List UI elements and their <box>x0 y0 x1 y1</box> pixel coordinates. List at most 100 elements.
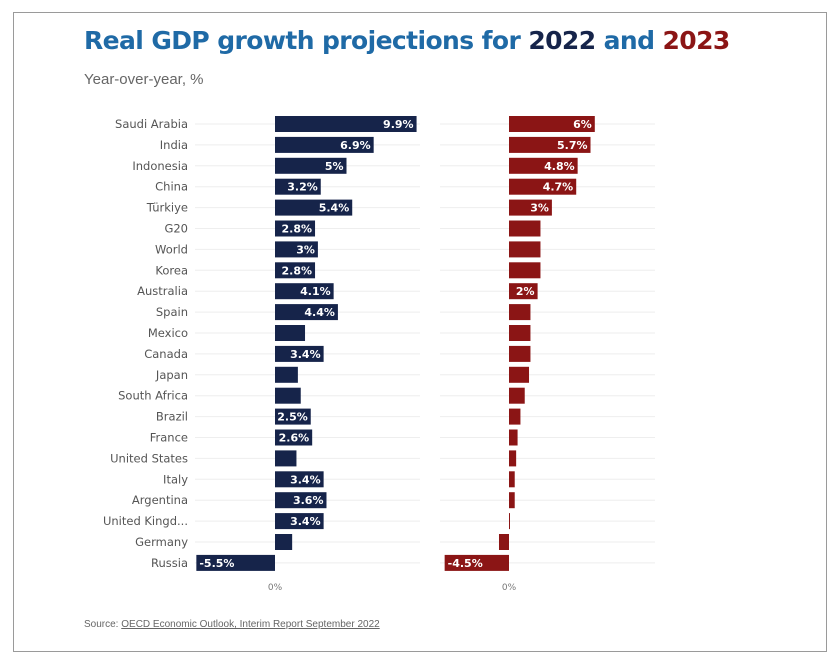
data-label-2023-russia: -4.5% <box>448 557 483 570</box>
bar-2023-spain <box>509 304 531 321</box>
bar-2022-russia <box>196 554 275 571</box>
bar-2022-china <box>275 178 321 195</box>
data-label-2022-spain: 4.4% <box>304 306 335 319</box>
bar-2022-italy <box>275 471 324 488</box>
bar-2023-south-africa <box>509 387 525 404</box>
data-label-2023-t-rkiye: 3% <box>530 202 549 215</box>
category-label-china: China <box>155 180 188 194</box>
data-label-2022-italy: 3.4% <box>290 473 321 486</box>
data-label-2022-united-kingd: 3.4% <box>290 515 321 528</box>
bar-2022-korea <box>275 262 316 279</box>
category-label-france: France <box>150 431 188 445</box>
bar-2022-indonesia <box>275 157 347 174</box>
bar-2022-mexico <box>275 325 306 341</box>
bar-2022-france <box>275 429 313 446</box>
data-label-2022-indonesia: 5% <box>325 160 344 173</box>
bar-2022-united-states <box>275 450 297 467</box>
category-label-japan: Japan <box>155 368 188 382</box>
bar-2023-saudi-arabia <box>509 116 595 132</box>
zero-tick-label-2022: 0% <box>268 583 283 593</box>
bar-2023-russia <box>444 554 509 571</box>
data-label-2022-saudi-arabia: 9.9% <box>383 118 414 131</box>
data-label-2023-china: 4.7% <box>543 181 574 194</box>
data-label-2022-argentina: 3.6% <box>293 494 324 507</box>
data-label-2022-brazil: 2.5% <box>277 411 308 424</box>
title-year-2023: 2023 <box>662 26 730 55</box>
category-label-south-africa: South Africa <box>118 389 188 403</box>
bar-2023-australia <box>509 283 538 300</box>
bar-2023-brazil <box>509 408 521 425</box>
bar-2023-china <box>509 178 577 195</box>
source-label: Source: <box>84 619 119 630</box>
category-label-united-kingd: United Kingd... <box>103 514 188 528</box>
bar-2022-australia <box>275 283 334 300</box>
bar-2022-united-kingd <box>275 513 324 530</box>
bar-2022-g20 <box>275 220 316 237</box>
bar-2022-spain <box>275 304 338 321</box>
data-label-2022-india: 6.9% <box>340 139 371 152</box>
bar-2023-italy <box>509 471 515 488</box>
data-label-2022-g20: 2.8% <box>282 223 313 236</box>
data-label-2022-world: 3% <box>296 243 315 256</box>
bar-2023-korea <box>509 262 541 279</box>
bar-2023-germany <box>498 534 509 550</box>
source-note: Source: OECD Economic Outlook, Interim R… <box>84 619 380 630</box>
bar-2022-argentina <box>275 492 327 509</box>
category-label-korea: Korea <box>155 263 188 277</box>
category-label-g20: G20 <box>164 222 188 236</box>
bar-2023-indonesia <box>509 157 578 174</box>
category-label-brazil: Brazil <box>156 410 188 424</box>
bar-2022-germany <box>275 534 293 550</box>
bar-2022-south-africa <box>275 387 301 404</box>
data-label-2022-t-rkiye: 5.4% <box>319 202 350 215</box>
data-label-2022-russia: -5.5% <box>199 557 234 570</box>
category-label-italy: Italy <box>163 472 188 486</box>
bar-2023-canada <box>509 345 531 362</box>
bar-2023-g20 <box>509 220 541 237</box>
title-text: Real GDP growth projections for <box>84 26 529 55</box>
category-label-spain: Spain <box>156 305 188 319</box>
data-label-2023-australia: 2% <box>516 285 535 298</box>
data-label-2023-indonesia: 4.8% <box>544 160 575 173</box>
chart-title: Real GDP growth projections for 2022 and… <box>84 26 730 55</box>
category-label-mexico: Mexico <box>148 326 188 340</box>
bar-2023-united-states <box>509 450 517 467</box>
bar-2022-india <box>275 136 374 153</box>
category-label-india: India <box>160 138 188 152</box>
bar-2022-saudi-arabia <box>275 116 417 132</box>
data-label-2022-canada: 3.4% <box>290 348 321 361</box>
bar-2022-canada <box>275 345 324 362</box>
title-year-2022: 2022 <box>528 26 596 55</box>
bar-2022-japan <box>275 366 298 383</box>
title-joiner: and <box>595 26 663 55</box>
data-label-2023-saudi-arabia: 6% <box>573 118 592 131</box>
bar-2023-india <box>509 136 591 153</box>
zero-tick-label-2023: 0% <box>502 583 517 593</box>
data-label-2022-korea: 2.8% <box>282 264 313 277</box>
bar-2022-brazil <box>275 408 311 425</box>
category-label-saudi-arabia: Saudi Arabia <box>115 117 188 131</box>
category-label-indonesia: Indonesia <box>132 159 188 173</box>
category-label-germany: Germany <box>135 535 188 549</box>
data-label-2022-china: 3.2% <box>287 181 318 194</box>
bar-2023-t-rkiye <box>509 199 552 216</box>
data-label-2023-india: 5.7% <box>557 139 588 152</box>
category-label-united-states: United States <box>110 451 188 465</box>
category-label-canada: Canada <box>144 347 188 361</box>
chart-subtitle: Year-over-year, % <box>84 71 204 88</box>
bar-2023-united-kingd <box>509 513 510 530</box>
bar-2023-japan <box>509 366 530 383</box>
category-label-argentina: Argentina <box>132 493 188 507</box>
bar-2023-france <box>509 429 518 446</box>
category-label-australia: Australia <box>137 284 188 298</box>
bar-2022-world <box>275 241 318 258</box>
source-link[interactable]: OECD Economic Outlook, Interim Report Se… <box>121 619 380 630</box>
category-label-t-rkiye: Türkiye <box>146 201 188 215</box>
data-label-2022-france: 2.6% <box>279 432 310 445</box>
bar-2023-mexico <box>509 325 531 341</box>
category-label-russia: Russia <box>151 556 188 570</box>
bar-2022-t-rkiye <box>275 199 353 216</box>
category-label-world: World <box>155 242 188 256</box>
chart-frame <box>13 12 827 652</box>
